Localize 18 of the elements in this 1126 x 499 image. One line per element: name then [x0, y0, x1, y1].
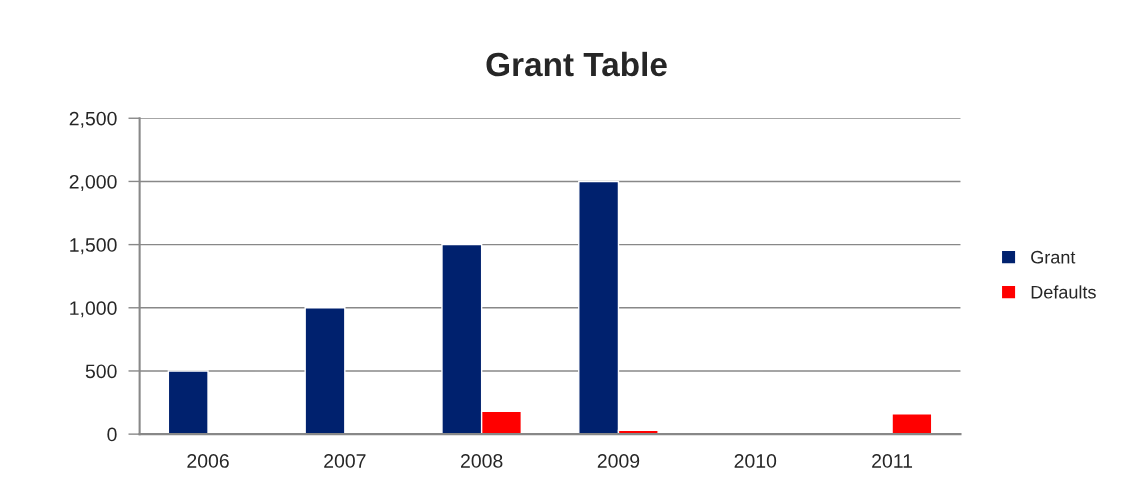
- x-tick-label: 2010: [734, 454, 777, 468]
- bar: [891, 413, 933, 435]
- legend-label: Defaults: [1031, 285, 1096, 299]
- bar: [167, 370, 209, 435]
- x-tick-label: 2011: [872, 454, 913, 468]
- y-tick-label: 0: [107, 427, 117, 442]
- bar: [304, 307, 346, 435]
- y-tick-label: 1,000: [70, 301, 117, 318]
- y-tick-label: 2,500: [69, 111, 117, 128]
- y-tick-label: 500: [85, 364, 117, 379]
- y-tick-label: 1,500: [70, 238, 117, 255]
- y-tick-label: 2,000: [69, 174, 117, 191]
- chart-title: Grant Table: [486, 51, 667, 77]
- x-tick-label: 2009: [597, 454, 640, 468]
- legend-label: Grant: [1031, 250, 1076, 264]
- x-tick-label: 2008: [461, 454, 503, 468]
- x-tick-label: 2007: [324, 454, 366, 468]
- x-tick-label: 2006: [187, 454, 229, 468]
